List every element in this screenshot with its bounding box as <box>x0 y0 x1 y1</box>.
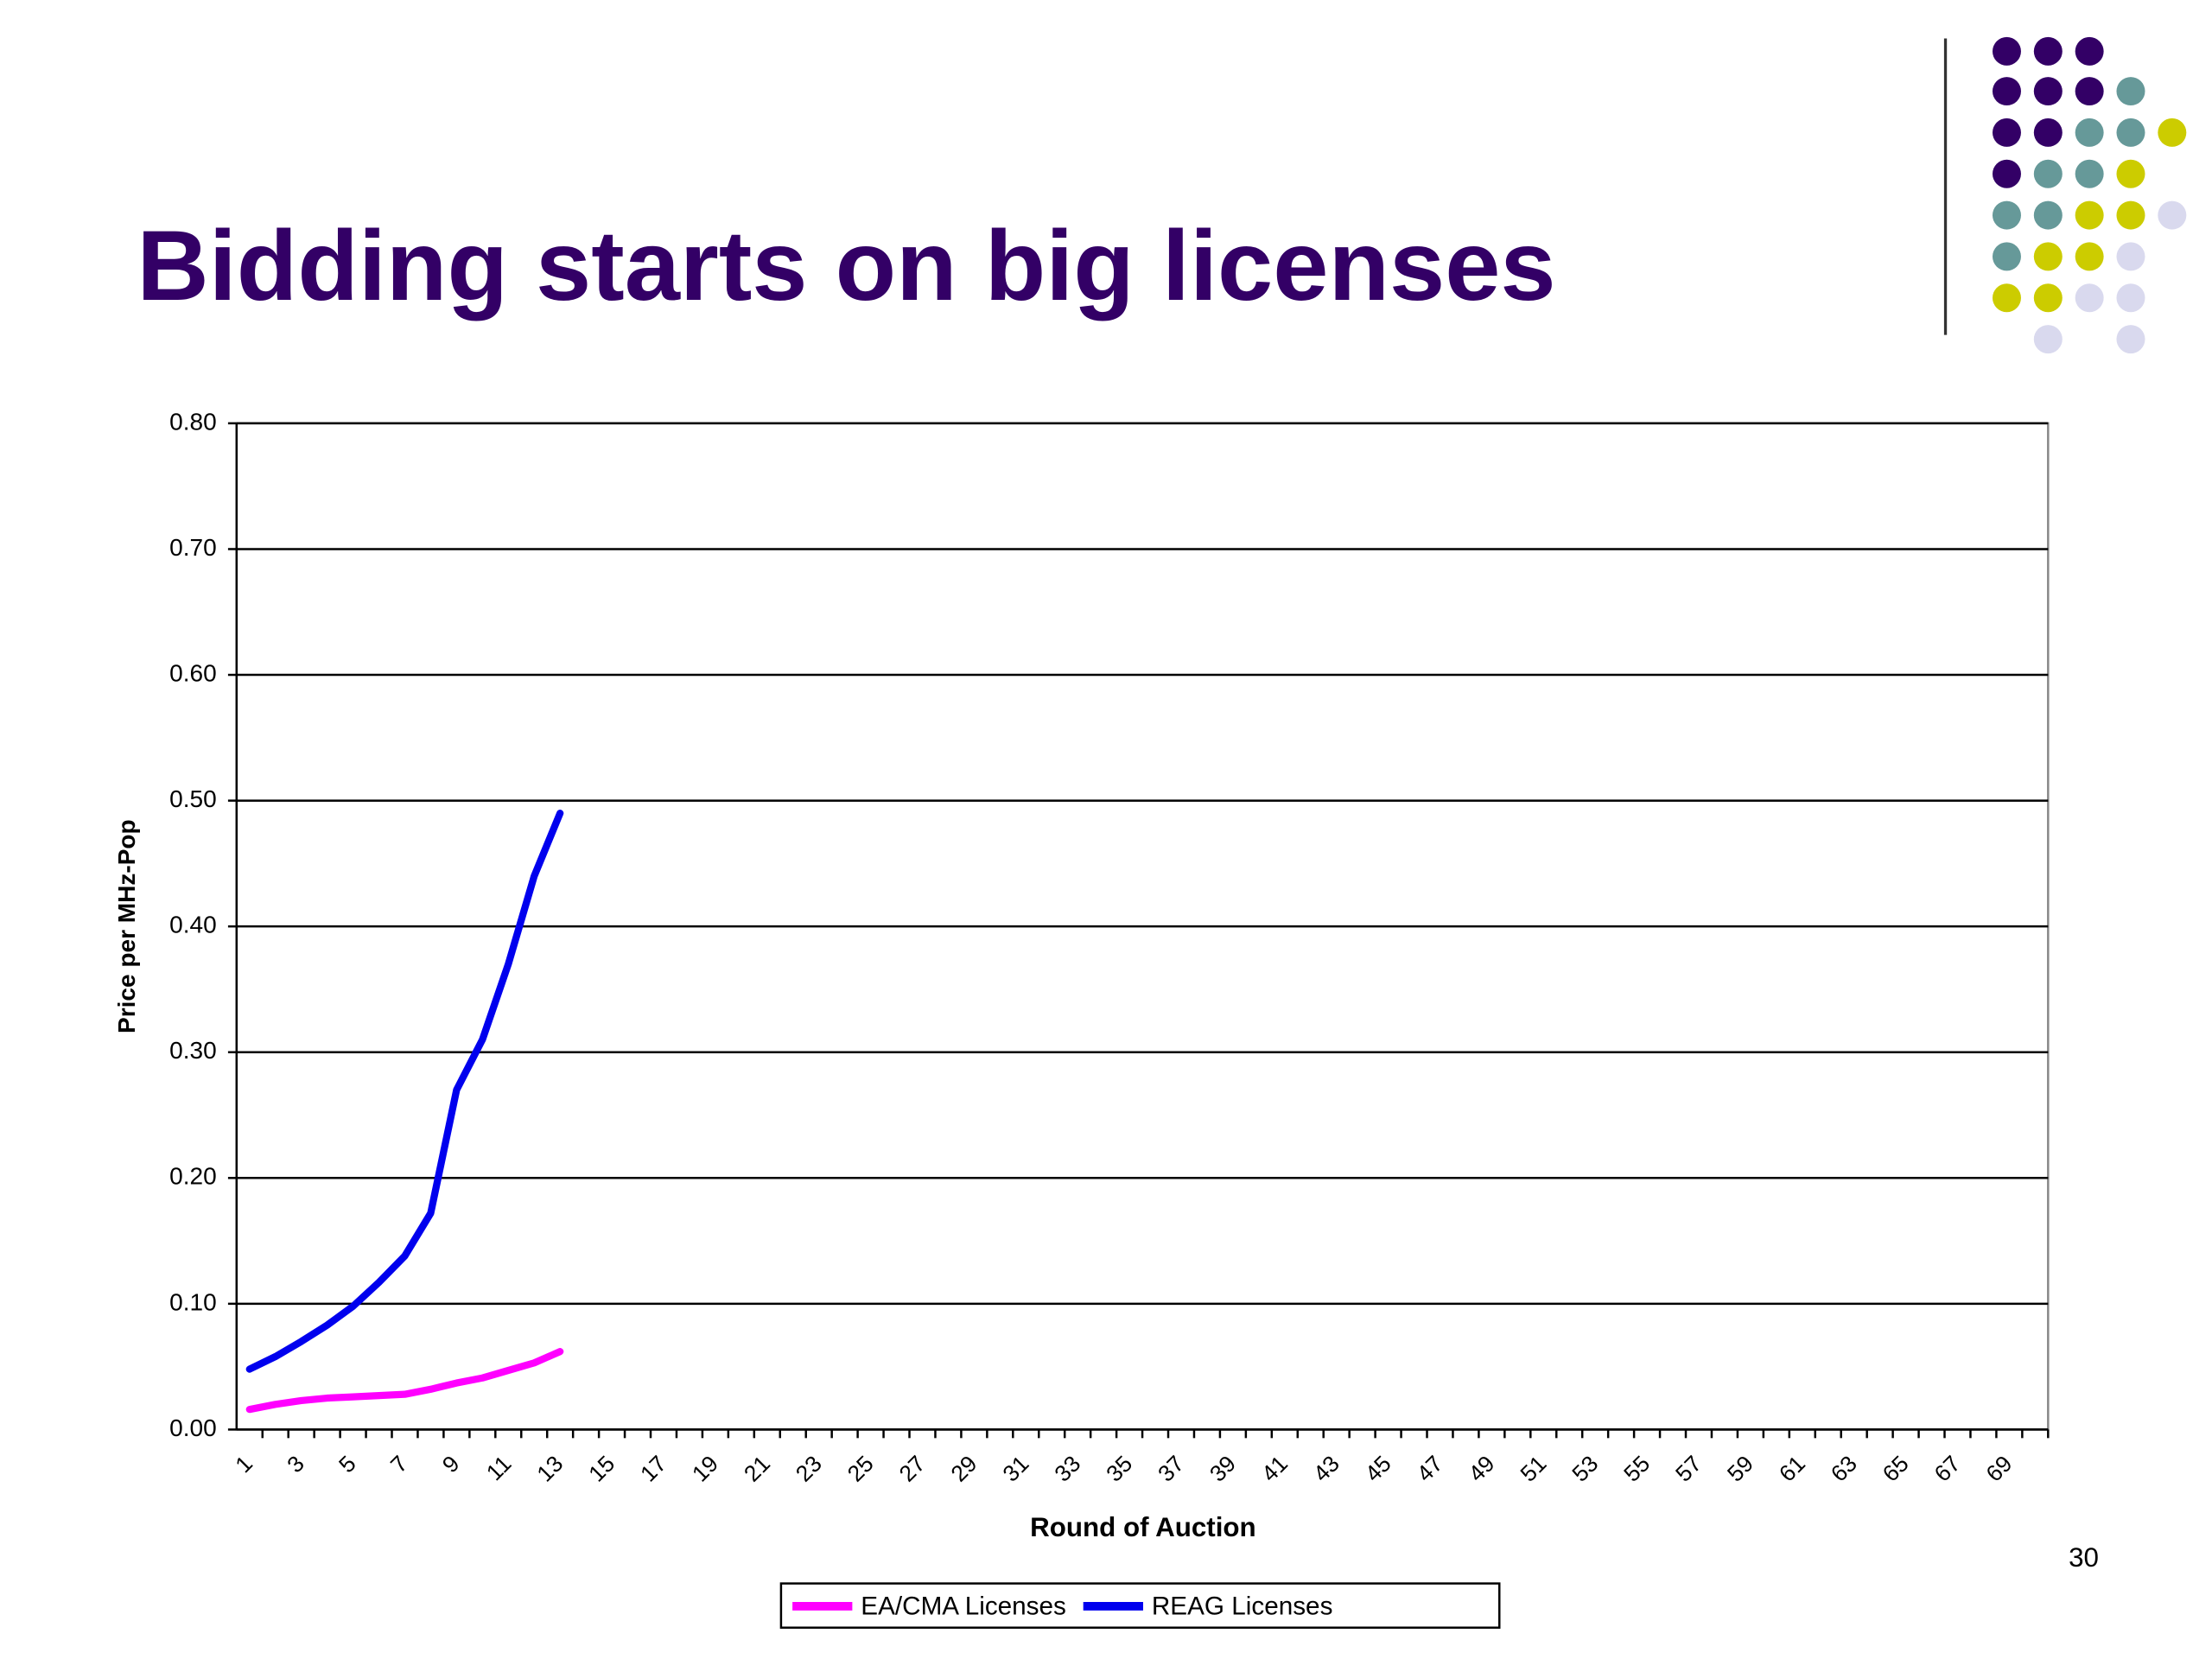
y-tick-label: 0.60 <box>169 659 217 686</box>
page-number: 30 <box>2069 1542 2099 1573</box>
x-axis-title: Round of Auction <box>1030 1512 1256 1542</box>
y-tick-label: 0.00 <box>169 1414 217 1441</box>
series-line <box>245 1348 564 1414</box>
y-tick-label: 0.30 <box>169 1037 217 1064</box>
y-tick-label: 0.80 <box>169 408 217 435</box>
y-tick-label: 0.20 <box>169 1163 217 1190</box>
y-tick-label: 0.40 <box>169 912 217 938</box>
y-tick-label: 0.70 <box>169 534 217 561</box>
y-tick-label: 0.10 <box>169 1288 217 1315</box>
series-line <box>245 810 564 1373</box>
y-tick-label: 0.50 <box>169 785 217 812</box>
decor-dots <box>1992 36 2187 354</box>
y-axis-title: Price per MHz-Pop <box>113 819 140 1033</box>
legend-label: EA/CMA Licenses <box>861 1592 1066 1620</box>
slide-title: Bidding starts on big licenses <box>137 210 1555 321</box>
legend-label: REAG Licenses <box>1152 1592 1333 1620</box>
